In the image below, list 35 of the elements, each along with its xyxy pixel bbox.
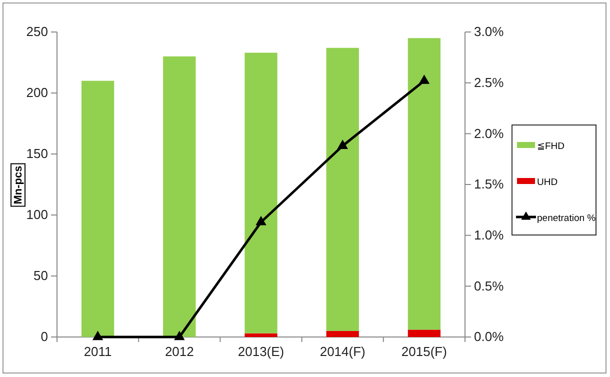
y2-tick-label: 2.0%	[474, 126, 504, 141]
point	[256, 216, 266, 226]
y-tick-label: 50	[34, 268, 48, 284]
x-tick-label: 2013(E)	[238, 344, 284, 360]
legend-label: penetration %	[537, 213, 596, 224]
y2-tick-label: 1.0%	[474, 227, 504, 242]
bar	[326, 330, 359, 337]
point	[174, 330, 185, 340]
bar	[81, 80, 114, 337]
x-tick-label: 2011	[84, 344, 112, 360]
bar	[244, 333, 278, 337]
y-tick-label: 100	[26, 207, 48, 222]
bar	[244, 52, 278, 334]
y-tick-label: 150	[26, 146, 48, 162]
x-tick-label: 2015(F)	[401, 344, 447, 360]
bar	[408, 330, 441, 337]
legend-label: UHD	[537, 177, 558, 188]
point	[92, 330, 104, 340]
point	[337, 140, 348, 149]
y2-tick-label: 2.5%	[474, 74, 504, 90]
point	[418, 74, 430, 84]
legend-label: ≦FHD	[537, 141, 565, 152]
bar	[326, 48, 359, 331]
x-tick-label: 2014(F)	[320, 344, 366, 360]
y-tick-label: 200	[26, 85, 48, 100]
y2-tick-label: 0.0%	[474, 329, 504, 344]
y-tick-label: 0	[40, 329, 48, 344]
bar	[163, 56, 196, 337]
bar	[408, 38, 441, 330]
y2-tick-label: 3.0%	[474, 24, 504, 40]
x-tick-label: 2012	[164, 344, 194, 360]
y-axis-title: Mn-pcs	[12, 166, 25, 204]
y2-tick-label: 0.5%	[474, 278, 504, 294]
y2-tick-label: 1.5%	[474, 176, 504, 192]
y-tick-label: 250	[26, 24, 48, 40]
